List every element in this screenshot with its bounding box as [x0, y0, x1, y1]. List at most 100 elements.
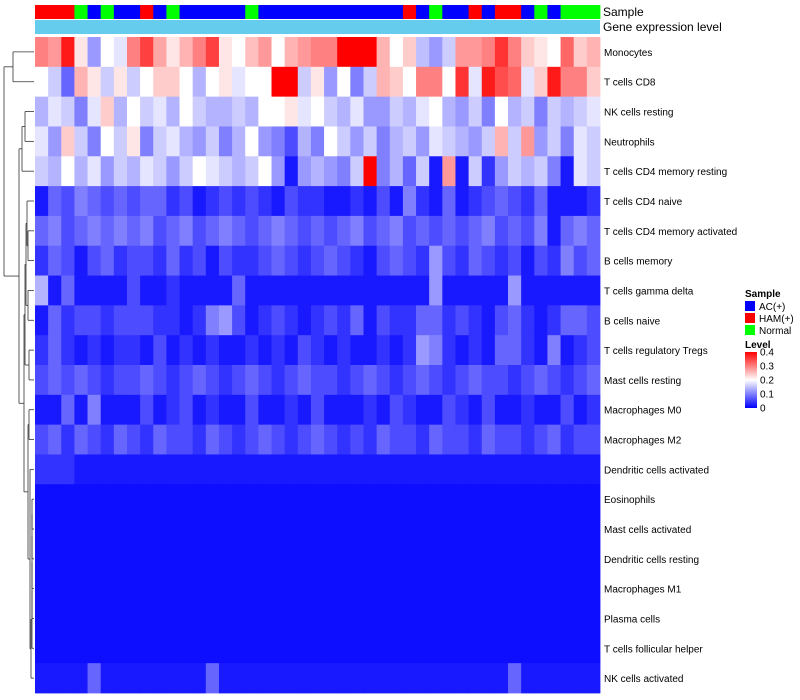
- heatmap-cell: [140, 573, 154, 604]
- heatmap-cell: [508, 633, 522, 664]
- heatmap-cell: [35, 633, 49, 664]
- heatmap-cell: [468, 66, 483, 98]
- sample-cell: [232, 5, 246, 19]
- heatmap-cell: [271, 66, 286, 98]
- legend-level-tick: 0.4: [760, 348, 774, 359]
- heatmap-cell: [100, 335, 115, 366]
- legend-entry-label: AC(+): [759, 302, 785, 313]
- heatmap-cell: [376, 424, 391, 455]
- heatmap-cell: [429, 335, 443, 366]
- heatmap-cell: [232, 215, 246, 247]
- heatmap-cell: [205, 186, 220, 217]
- heatmap-cell: [376, 514, 391, 545]
- heatmap-cell: [179, 37, 194, 68]
- heatmap-cell: [350, 66, 364, 98]
- heatmap-cell: [455, 633, 470, 664]
- heatmap-cell: [481, 454, 496, 485]
- heatmap-cell: [416, 663, 430, 694]
- heatmap-cell: [205, 543, 220, 575]
- heatmap-cell: [153, 365, 167, 396]
- heatmap-cell: [442, 454, 456, 485]
- heatmap-cell: [350, 543, 364, 575]
- heatmap-cell: [179, 335, 194, 366]
- heatmap-cell: [87, 215, 102, 247]
- heatmap-cell: [429, 215, 443, 247]
- heatmap-cell: [337, 633, 351, 664]
- heatmap-cell: [113, 603, 128, 634]
- heatmap-cell: [113, 543, 128, 575]
- heatmap-cell: [363, 394, 378, 426]
- heatmap-cell: [586, 245, 601, 276]
- heatmap-cell: [74, 245, 88, 276]
- heatmap-cell: [508, 245, 522, 276]
- heatmap-cell: [429, 573, 443, 604]
- heatmap-cell: [166, 305, 180, 336]
- heatmap-cell: [468, 365, 483, 396]
- heatmap-cell: [337, 454, 351, 485]
- heatmap-cell: [402, 633, 417, 664]
- heatmap-cell: [153, 96, 167, 127]
- heatmap-cell: [402, 603, 417, 634]
- heatmap-cell: [363, 96, 378, 127]
- heatmap-cell: [534, 66, 548, 98]
- heatmap-cell: [126, 484, 141, 515]
- heatmap-cell: [547, 365, 561, 396]
- heatmap-cell: [232, 37, 246, 68]
- heatmap-cell: [87, 186, 102, 217]
- heatmap-cell: [429, 66, 443, 98]
- heatmap-cell: [402, 424, 417, 455]
- row-label: B cells memory: [604, 257, 672, 268]
- heatmap-cell: [310, 633, 325, 664]
- heatmap-cell: [100, 663, 115, 694]
- heatmap-cell: [245, 186, 259, 217]
- heatmap-cell: [586, 305, 601, 336]
- heatmap-cell: [376, 245, 391, 276]
- heatmap-cell: [416, 96, 430, 127]
- heatmap-cell: [337, 126, 351, 157]
- heatmap-cell: [534, 37, 548, 68]
- sample-cell: [179, 5, 194, 19]
- heatmap-cell: [455, 454, 470, 485]
- heatmap-cell: [48, 365, 62, 396]
- heatmap-cell: [218, 335, 233, 366]
- heatmap-cell: [74, 394, 88, 426]
- heatmap-cell: [232, 275, 246, 306]
- heatmap-cell: [258, 126, 272, 157]
- heatmap-cell: [573, 663, 588, 694]
- heatmap-cell: [442, 66, 456, 98]
- legend-entry-label: Normal: [759, 326, 791, 337]
- row-label: T cells CD4 memory activated: [604, 227, 737, 238]
- heatmap-cell: [508, 543, 522, 575]
- heatmap-cell: [271, 454, 286, 485]
- heatmap-cell: [389, 66, 404, 98]
- heatmap-cell: [468, 663, 483, 694]
- heatmap-cell: [218, 215, 233, 247]
- sample-cell: [74, 5, 88, 19]
- heatmap-cell: [521, 633, 535, 664]
- heatmap-cell: [113, 186, 128, 217]
- heatmap-cell: [218, 514, 233, 545]
- row-label: Monocytes: [604, 48, 652, 59]
- heatmap-cell: [232, 454, 246, 485]
- heatmap-cell: [534, 126, 548, 157]
- heatmap-cell: [232, 424, 246, 455]
- heatmap-cell: [126, 543, 141, 575]
- heatmap-cell: [35, 186, 49, 217]
- heatmap-cell: [245, 156, 259, 187]
- heatmap-cell: [48, 215, 62, 247]
- heatmap-cell: [166, 633, 180, 664]
- heatmap-cell: [310, 335, 325, 366]
- heatmap-cell: [560, 156, 575, 187]
- heatmap-cell: [494, 365, 509, 396]
- heatmap-cell: [140, 365, 154, 396]
- heatmap-cell: [442, 335, 456, 366]
- heatmap-cell: [297, 96, 312, 127]
- legend-level-tick: 0.3: [760, 362, 774, 373]
- heatmap-cell: [100, 573, 115, 604]
- heatmap-cell: [87, 37, 102, 68]
- heatmap-cell: [297, 245, 312, 276]
- sample-cell: [494, 5, 509, 19]
- heatmap-cell: [74, 365, 88, 396]
- heatmap-cell: [455, 573, 470, 604]
- heatmap-cell: [363, 66, 378, 98]
